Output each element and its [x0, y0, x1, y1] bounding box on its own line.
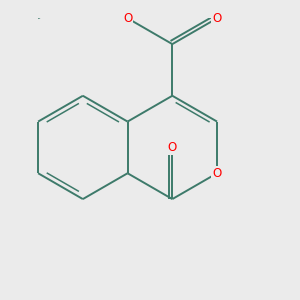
Text: O: O	[168, 141, 177, 154]
Text: O: O	[212, 12, 222, 25]
Text: O: O	[123, 12, 132, 25]
Text: O: O	[212, 167, 222, 180]
